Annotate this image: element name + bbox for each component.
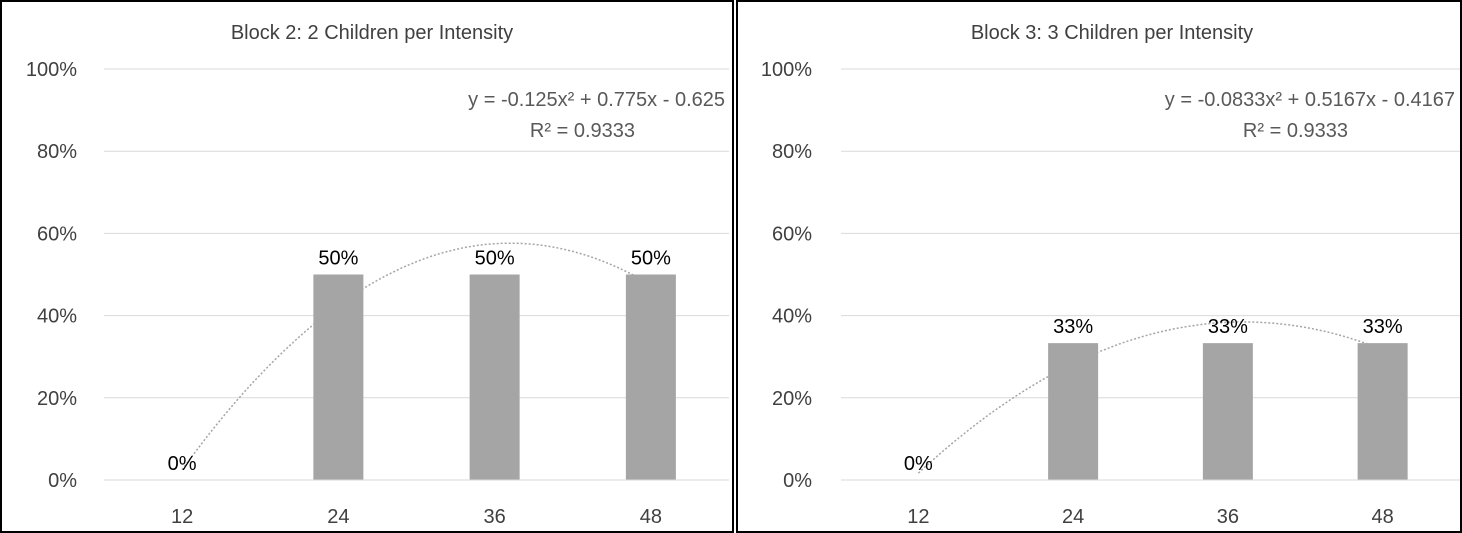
y-tick-label: 100% [761, 59, 812, 81]
data-label: 0% [904, 453, 933, 475]
trendline-equation: y = -0.0833x² + 0.5167x - 0.4167 [1165, 89, 1455, 111]
data-label: 33% [1363, 316, 1403, 338]
chart-svg-block-2: Block 2: 2 Children per Intensity y = -0… [26, 22, 729, 528]
bar [1202, 343, 1253, 480]
chart-title: Block 2: 2 Children per Intensity [231, 22, 513, 44]
x-tick-label: 36 [1217, 506, 1239, 528]
bar [1357, 343, 1408, 480]
y-tick-label: 80% [37, 141, 77, 163]
y-tick-label: 20% [772, 388, 812, 410]
x-tick-label: 12 [907, 506, 929, 528]
y-tick-label: 80% [772, 141, 812, 163]
y-tick-label: 0% [48, 470, 77, 492]
x-tick-label: 48 [1372, 506, 1394, 528]
y-tick-label: 20% [37, 388, 77, 410]
trendline-r2: R² = 0.9333 [1243, 120, 1348, 142]
trendline-equation: y = -0.125x² + 0.775x - 0.625 [468, 89, 725, 111]
data-label: 50% [631, 248, 671, 270]
x-tick-label: 12 [171, 506, 193, 528]
bar [313, 274, 364, 480]
y-tick-label: 100% [26, 59, 77, 81]
trendline [181, 242, 652, 471]
data-label: 33% [1053, 316, 1093, 338]
y-tick-label: 40% [772, 306, 812, 328]
y-tick-label: 0% [783, 470, 812, 492]
data-label: 33% [1208, 316, 1248, 338]
trendline-r2: R² = 0.9333 [530, 120, 635, 142]
chart-panel-block-3: Block 3: 3 Children per Intensity y = -0… [736, 0, 1462, 533]
y-tick-label: 60% [37, 223, 77, 245]
x-tick-label: 24 [327, 506, 349, 528]
data-label: 0% [168, 453, 197, 475]
trendline [917, 321, 1383, 474]
data-label: 50% [475, 248, 515, 270]
bar [469, 274, 520, 480]
y-tick-label: 60% [772, 223, 812, 245]
y-tick-label: 40% [37, 306, 77, 328]
x-tick-label: 48 [640, 506, 662, 528]
chart-title: Block 3: 3 Children per Intensity [971, 22, 1253, 44]
bar [1048, 343, 1099, 480]
bar [625, 274, 676, 480]
chart-svg-block-3: Block 3: 3 Children per Intensity y = -0… [761, 22, 1460, 528]
x-tick-label: 36 [484, 506, 506, 528]
chart-panel-block-2: Block 2: 2 Children per Intensity y = -0… [0, 0, 734, 533]
x-tick-label: 24 [1062, 506, 1084, 528]
data-label: 50% [318, 248, 358, 270]
